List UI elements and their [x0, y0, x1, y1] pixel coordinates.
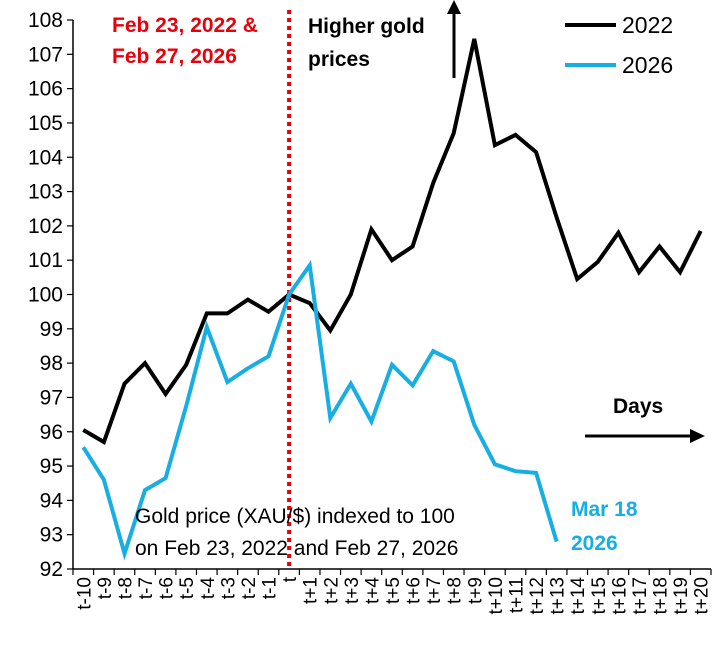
- y-tick-label: 103: [28, 181, 63, 204]
- higher-gold-line2: prices: [308, 48, 370, 71]
- x-tick-label: t-6: [157, 577, 178, 599]
- y-axis-ticks: 92 93 94 95 96 97 98 99 100 101 102 103 104 105 106 107…: [28, 9, 73, 581]
- series-line-2026: [81, 259, 559, 561]
- end-label-line1: Mar 18: [571, 498, 638, 521]
- y-tick-label: 97: [40, 386, 63, 409]
- x-tick-label: t+6: [404, 577, 425, 604]
- legend-label-2022: 2022: [622, 12, 673, 38]
- x-tick-label: t+7: [424, 577, 445, 604]
- x-tick-label: t+17: [630, 577, 651, 615]
- x-tick-label: t-4: [198, 577, 219, 600]
- x-tick-label: t+9: [465, 577, 486, 604]
- x-tick-label: t+1: [301, 577, 322, 604]
- y-tick-label: 107: [28, 43, 63, 66]
- event-label-line2: Feb 27, 2026: [112, 45, 237, 68]
- event-label-line1: Feb 23, 2022 &: [112, 14, 258, 37]
- y-tick-label: 94: [40, 489, 64, 512]
- x-tick-label: t: [280, 576, 301, 582]
- x-tick-label: t-1: [260, 577, 281, 599]
- x-tick-label: t+3: [342, 577, 363, 604]
- x-tick-label: t+11: [506, 577, 527, 613]
- y-tick-label: 96: [40, 421, 63, 444]
- y-tick-label: 92: [40, 558, 63, 581]
- x-tick-label: t+5: [383, 577, 404, 604]
- y-tick-label: 93: [40, 524, 63, 547]
- x-tick-label: t+4: [362, 577, 383, 604]
- x-tick-label: t+10: [486, 577, 507, 615]
- up-arrow-icon: [447, 0, 461, 78]
- x-tick-label: t+16: [609, 577, 630, 615]
- series-line-2022: [82, 38, 703, 445]
- x-tick-label: t-5: [177, 577, 198, 599]
- x-tick-label: t-7: [136, 577, 157, 599]
- x-tick-label: t+14: [568, 577, 589, 615]
- legend-label-2026: 2026: [622, 52, 673, 78]
- note-line1: Gold price (XAU/$) indexed to 100: [135, 505, 455, 528]
- y-tick-label: 95: [40, 455, 63, 478]
- y-tick-label: 99: [40, 318, 63, 341]
- x-tick-label: t+13: [548, 577, 569, 615]
- higher-gold-line1: Higher gold: [308, 15, 425, 38]
- x-tick-label: t-9: [95, 577, 116, 599]
- y-tick-label: 98: [40, 352, 63, 375]
- note-line2: on Feb 23, 2022 and Feb 27, 2026: [135, 537, 458, 560]
- y-tick-label: 101: [28, 249, 63, 272]
- days-label: Days: [613, 395, 663, 418]
- x-tick-label: t+2: [321, 577, 342, 604]
- x-tick-label: t+19: [671, 577, 692, 615]
- y-tick-label: 104: [28, 146, 63, 169]
- y-tick-label: 108: [28, 9, 63, 32]
- x-tick-label: t+8: [445, 577, 466, 604]
- x-tick-label: t+20: [692, 577, 713, 615]
- legend: 2022 2026: [565, 12, 673, 78]
- end-label-line2: 2026: [571, 532, 618, 555]
- series-lines: [81, 10, 703, 569]
- x-tick-label: t-8: [115, 577, 136, 599]
- x-tick-label: t+18: [651, 577, 672, 615]
- right-arrow-icon: [585, 429, 705, 443]
- x-tick-label: t-2: [239, 577, 260, 599]
- y-tick-label: 100: [28, 284, 63, 307]
- x-tick-label: t-10: [74, 577, 95, 610]
- x-tick-label: t+15: [589, 577, 610, 615]
- y-tick-label: 105: [28, 112, 63, 135]
- x-tick-label: t+12: [527, 577, 548, 615]
- y-tick-label: 102: [28, 215, 63, 238]
- x-tick-label: t-3: [218, 577, 239, 599]
- y-tick-label: 106: [28, 78, 63, 101]
- x-axis-ticks: t-10 t-9 t-8 t-7 t-6 t-5 t-4 t-3 t-2 t-1 t t+1 t+2 t+…: [72, 569, 713, 615]
